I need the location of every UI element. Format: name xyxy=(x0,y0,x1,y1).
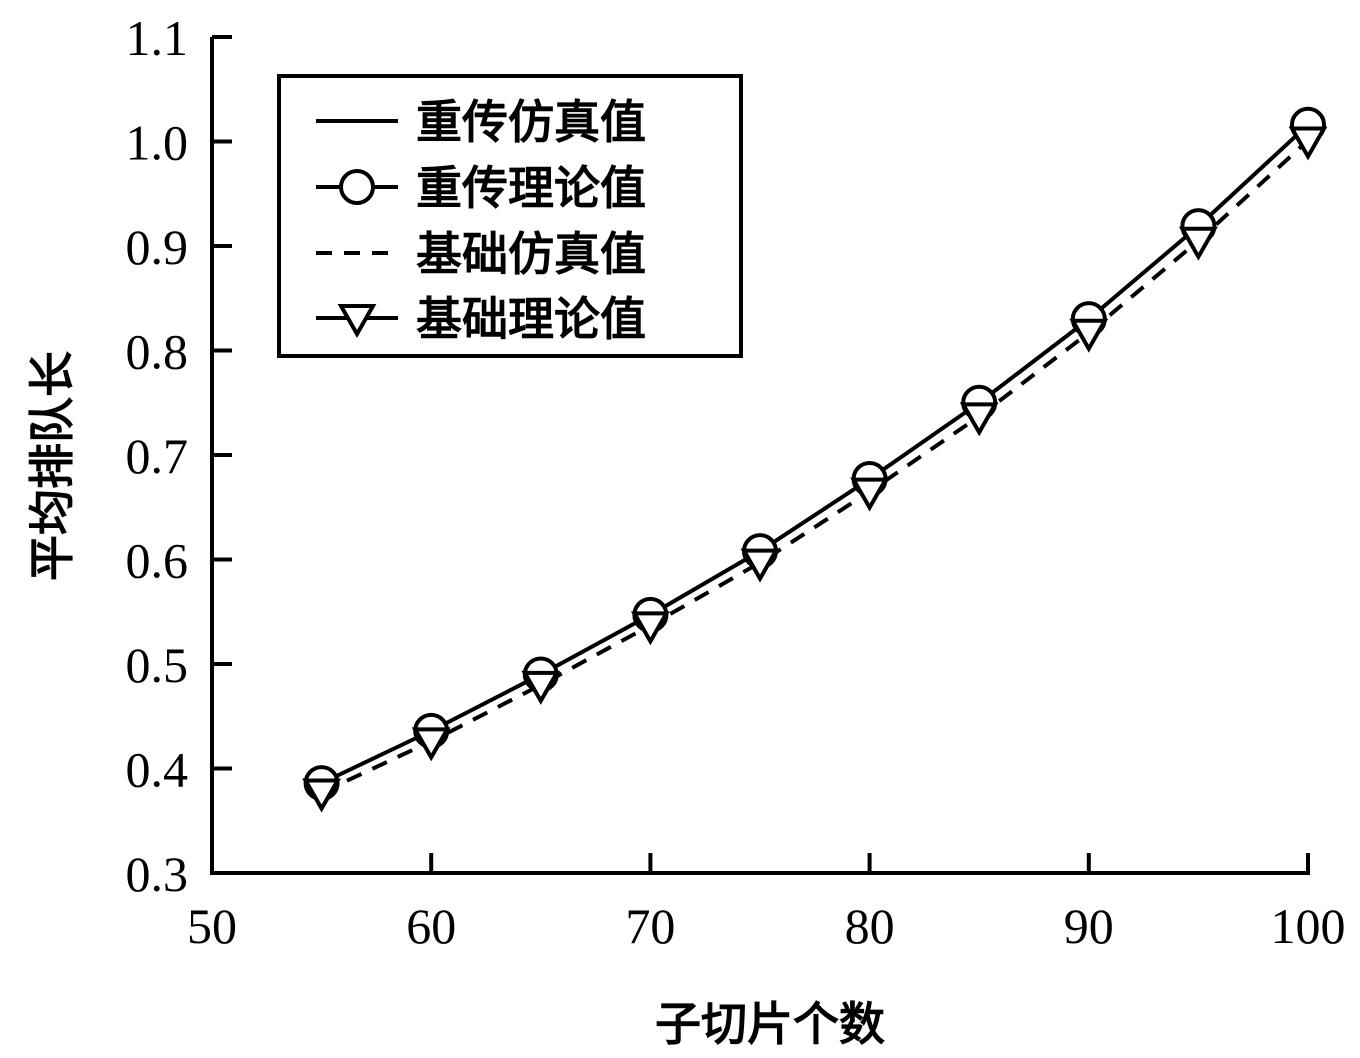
data-point xyxy=(1288,126,1328,161)
x-tick-label: 70 xyxy=(625,898,675,954)
series-3 xyxy=(320,138,1310,795)
x-tick-label: 50 xyxy=(187,898,237,954)
y-tick-label: 0.7 xyxy=(126,428,189,484)
series-line xyxy=(320,123,1310,785)
y-tick-label: 0.8 xyxy=(126,324,189,380)
x-tick-label: 100 xyxy=(1271,898,1346,954)
y-tick-label: 0.6 xyxy=(126,533,189,589)
y-tick-label: 0.9 xyxy=(126,219,189,275)
data-point xyxy=(411,727,451,762)
y-tick-label: 0.4 xyxy=(126,742,189,798)
axes: 50 60 70 80 90 100 0.3 0.4 0.5 0.6 0.7 0.8 0.9 1.0 1.1 xyxy=(126,10,1346,954)
legend-entry-2: 重传理论值 xyxy=(316,161,646,215)
data-point xyxy=(302,778,342,813)
data-point xyxy=(850,477,890,512)
y-tick-label: 1.0 xyxy=(126,115,189,171)
series-layer xyxy=(302,106,1328,813)
x-tick-label: 90 xyxy=(1064,898,1114,954)
legend-label: 重传仿真值 xyxy=(416,95,646,149)
legend-label: 基础仿真值 xyxy=(416,227,646,281)
legend-marker xyxy=(337,304,377,339)
y-tick-label: 0.5 xyxy=(126,637,189,693)
data-point xyxy=(521,670,561,705)
legend-label: 基础理论值 xyxy=(416,292,646,346)
series-4 xyxy=(302,126,1328,813)
data-point xyxy=(1069,318,1109,353)
y-axis-title: 平均排队长 xyxy=(25,351,79,581)
legend-marker xyxy=(339,169,375,205)
series-line xyxy=(320,138,1310,795)
data-point xyxy=(1178,226,1218,261)
legend-entry-3: 基础仿真值 xyxy=(316,227,646,281)
y-tick-label: 0.3 xyxy=(126,846,189,902)
legend-entry-1: 重传仿真值 xyxy=(316,95,646,149)
x-tick-label: 80 xyxy=(845,898,895,954)
series-1 xyxy=(320,123,1310,785)
legend-label: 重传理论值 xyxy=(416,161,646,215)
legend-entry-4: 基础理论值 xyxy=(316,292,646,346)
y-tick-label: 1.1 xyxy=(126,10,189,66)
x-axis-title: 子切片个数 xyxy=(655,997,885,1051)
x-tick-label: 60 xyxy=(406,898,456,954)
data-point xyxy=(959,402,999,437)
data-point xyxy=(630,611,670,646)
data-point xyxy=(740,548,780,583)
